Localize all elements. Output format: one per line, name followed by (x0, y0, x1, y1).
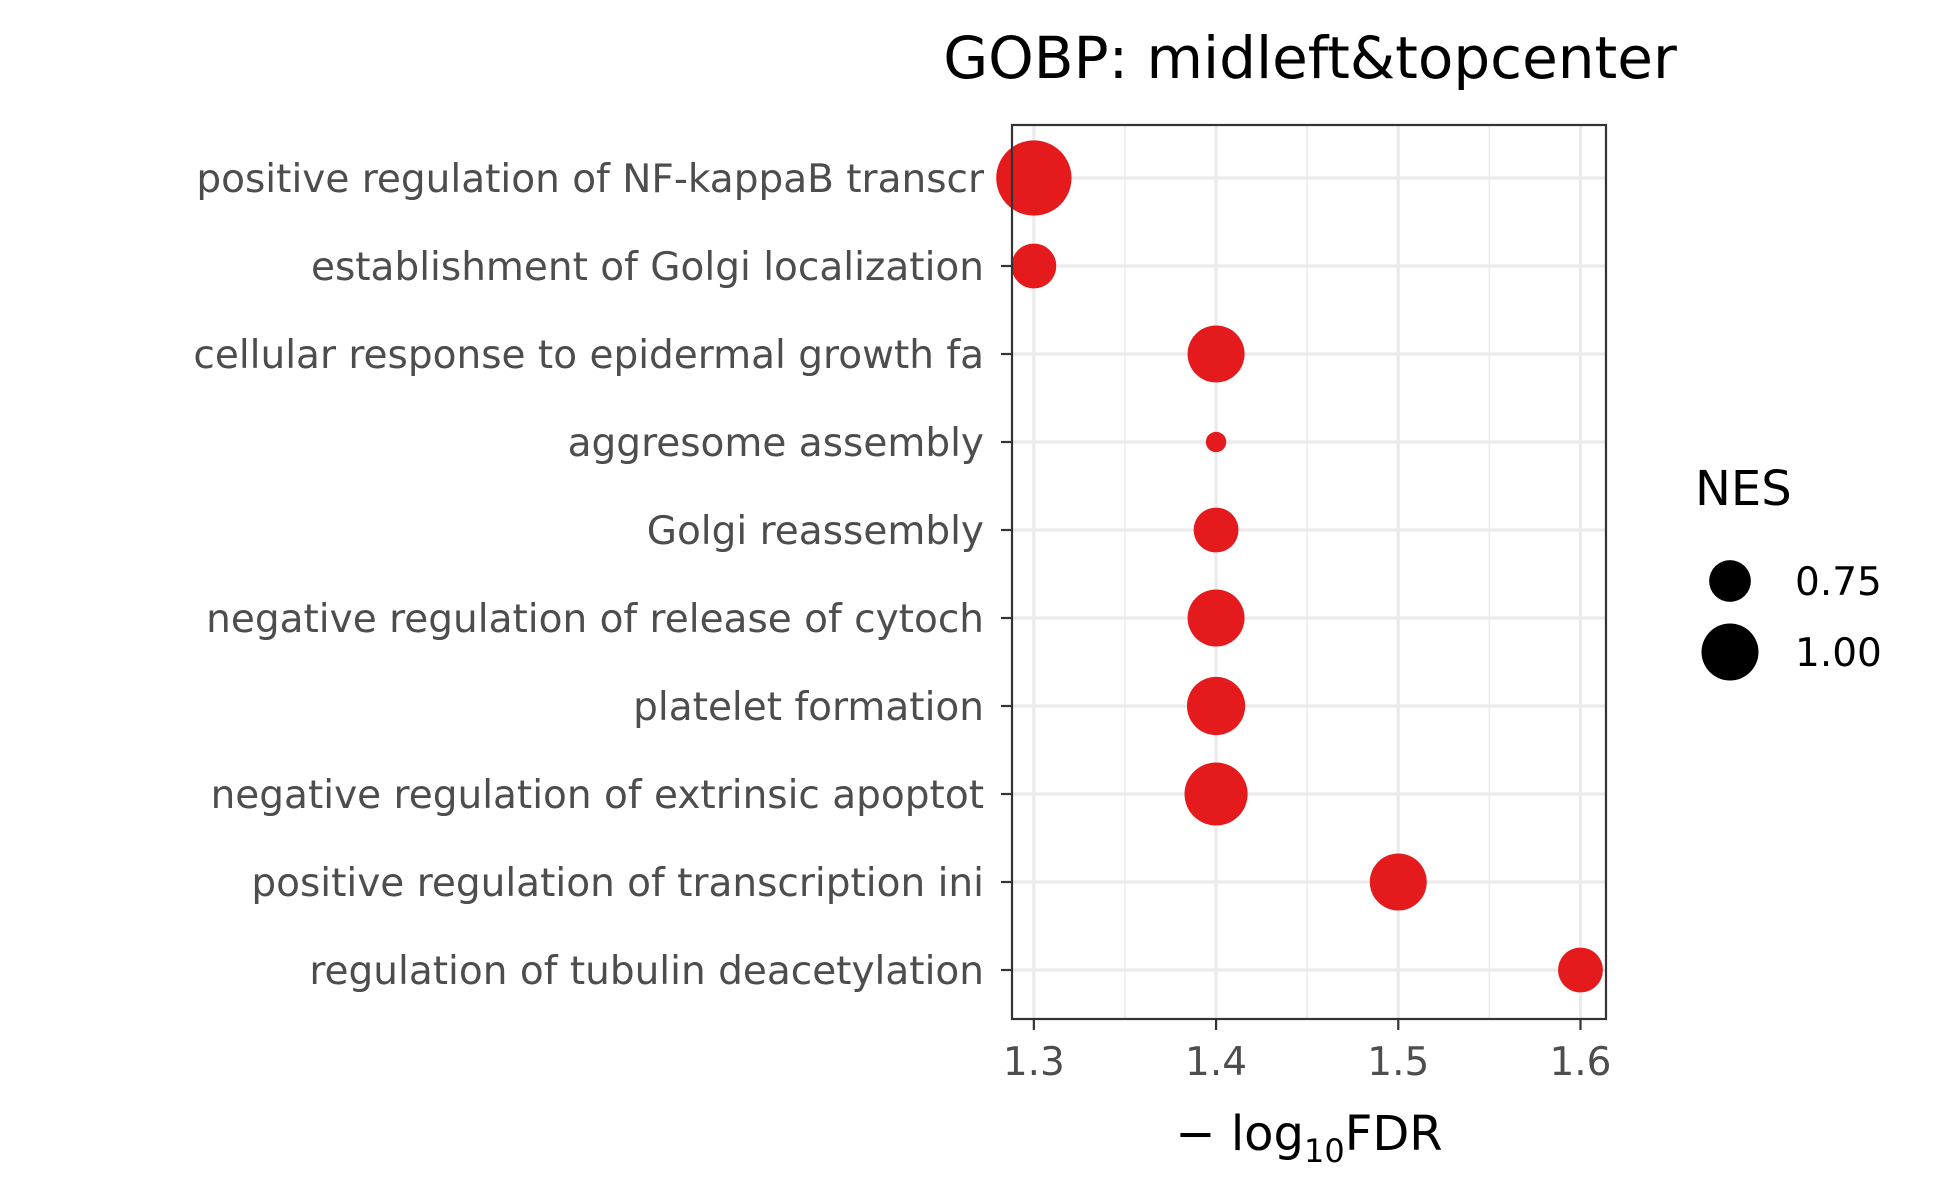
x-tick-label: 1.4 (1185, 1040, 1247, 1085)
x-tick-label: 1.6 (1549, 1040, 1611, 1085)
y-tick-label: platelet formation (633, 685, 984, 730)
data-point (1558, 947, 1603, 993)
x-axis-label-prefix: − log (1175, 1106, 1304, 1162)
data-point (1369, 853, 1427, 911)
plot-panel-background (1012, 125, 1606, 1019)
data-point (1184, 762, 1248, 826)
chart-title: GOBP: midleft&topcenter (943, 24, 1677, 92)
legend-key-circle (1709, 560, 1751, 602)
y-tick-label: negative regulation of extrinsic apoptot (211, 773, 984, 818)
legend-title: NES (1695, 461, 1792, 517)
y-tick-label: cellular response to epidermal growth fa (193, 333, 984, 378)
x-tick-label: 1.3 (1003, 1040, 1065, 1085)
data-point (1011, 243, 1057, 289)
data-point (1205, 431, 1227, 453)
x-axis-label-suffix: FDR (1345, 1106, 1443, 1162)
y-tick-label: Golgi reassembly (647, 509, 984, 554)
y-tick-label: negative regulation of release of cytoch (206, 597, 984, 642)
legend-entries: 0.75 1.00 (1701, 560, 1882, 681)
y-tick-label: positive regulation of transcription ini (251, 861, 984, 906)
legend: NES 0.75 1.00 (1695, 461, 1882, 681)
data-point (1186, 676, 1246, 736)
data-point (1187, 325, 1245, 383)
data-point (1187, 589, 1245, 647)
data-points (996, 140, 1603, 993)
plot-panel-border (1010, 123, 1608, 1021)
grid-lines (1012, 125, 1606, 1019)
y-tick-label: establishment of Golgi localization (311, 245, 984, 290)
data-point (1193, 507, 1239, 553)
y-tick-label: positive regulation of NF-kappaB transcr (196, 157, 985, 202)
legend-label: 0.75 (1795, 560, 1882, 605)
x-tick-label: 1.5 (1367, 1040, 1429, 1085)
legend-label: 1.00 (1795, 631, 1882, 676)
x-axis-label-subscript: 10 (1304, 1132, 1345, 1170)
y-tick-label: aggresome assembly (568, 421, 984, 466)
x-axis-label: − log10FDR (1175, 1106, 1442, 1170)
data-point (996, 140, 1072, 216)
y-axis-ticks: positive regulation of NF-kappaB transcr… (193, 157, 1012, 994)
y-tick-label: regulation of tubulin deacetylation (309, 949, 984, 994)
legend-key-circle (1701, 623, 1759, 681)
x-axis-ticks: 1.3 1.4 1.5 1.6 (1003, 1019, 1612, 1085)
